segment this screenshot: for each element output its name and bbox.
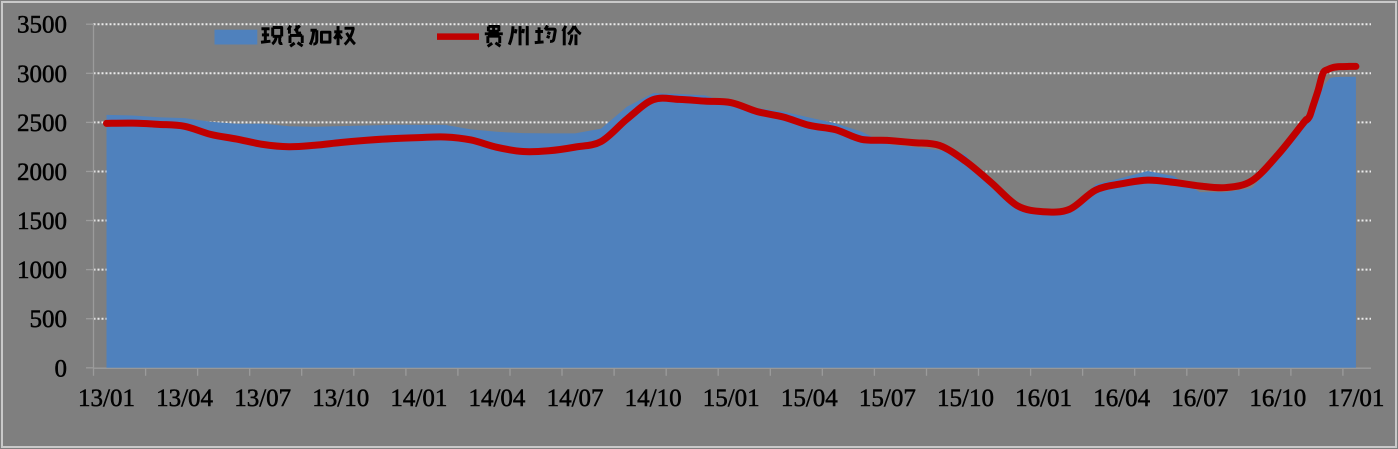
svg-text:16/04: 16/04 <box>1093 385 1150 412</box>
svg-text:15/04: 15/04 <box>781 385 838 412</box>
svg-text:14/07: 14/07 <box>547 385 604 412</box>
svg-text:2500: 2500 <box>17 110 67 137</box>
svg-text:14/01: 14/01 <box>390 385 447 412</box>
svg-text:14/04: 14/04 <box>468 385 525 412</box>
svg-text:3000: 3000 <box>17 61 67 88</box>
svg-text:13/01: 13/01 <box>78 385 135 412</box>
svg-text:15/10: 15/10 <box>937 385 994 412</box>
svg-text:0: 0 <box>55 355 68 382</box>
svg-text:500: 500 <box>30 306 68 333</box>
svg-text:16/01: 16/01 <box>1015 385 1072 412</box>
svg-text:16/10: 16/10 <box>1249 385 1306 412</box>
svg-text:13/10: 13/10 <box>312 385 369 412</box>
svg-text:13/07: 13/07 <box>234 385 291 412</box>
svg-text:16/07: 16/07 <box>1171 385 1228 412</box>
svg-text:1500: 1500 <box>17 208 67 235</box>
svg-text:2000: 2000 <box>17 159 67 186</box>
svg-text:15/07: 15/07 <box>859 385 916 412</box>
svg-text:14/10: 14/10 <box>625 385 682 412</box>
svg-text:15/01: 15/01 <box>703 385 760 412</box>
svg-text:17/01: 17/01 <box>1327 385 1384 412</box>
svg-text:13/04: 13/04 <box>156 385 213 412</box>
svg-text:1000: 1000 <box>17 257 67 284</box>
svg-text:3500: 3500 <box>17 12 67 39</box>
